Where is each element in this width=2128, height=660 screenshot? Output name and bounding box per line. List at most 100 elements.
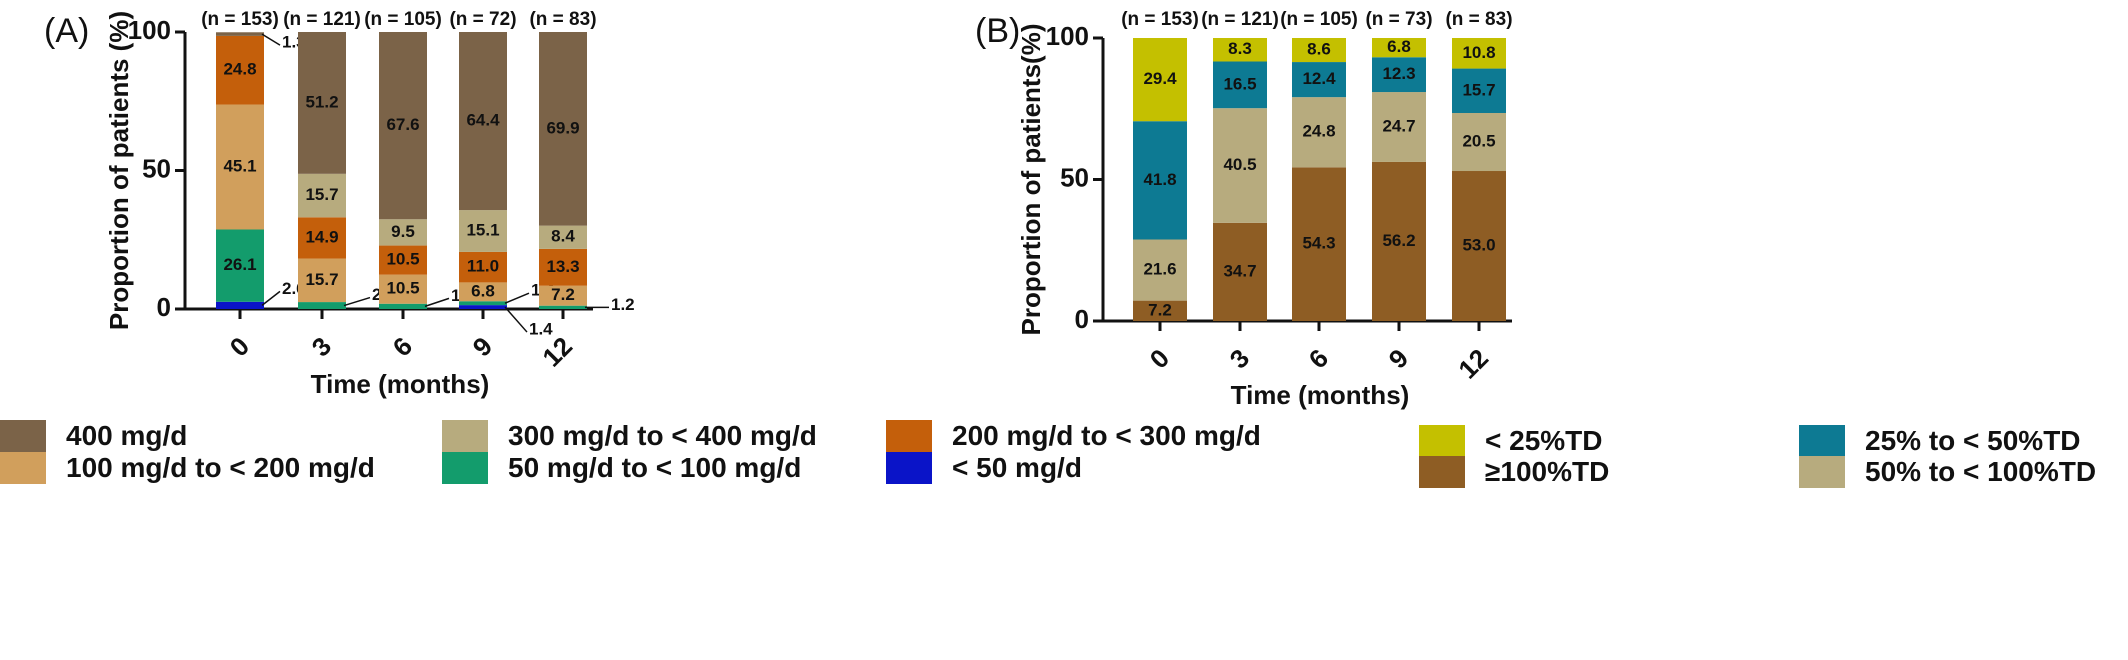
panel-b-bar-50-to-100-td-0 <box>1133 239 1187 301</box>
legend-swatch <box>0 420 46 452</box>
panel-a-bar-400-mg-d-9 <box>459 32 507 211</box>
panel-b-data-label: 8.6 <box>1307 39 1331 58</box>
legend-swatch <box>1799 425 1845 457</box>
panel-b-bar-25-td-6 <box>1292 38 1346 63</box>
panel-b-bar-50-to-100-td-3 <box>1213 108 1267 223</box>
panel-a-bar-400-mg-d-12 <box>539 32 587 226</box>
panel-a-x-tick-label: 6 <box>387 331 418 362</box>
panel-a-bar-200-mg-d-to-300-mg-d-3 <box>298 217 346 259</box>
panel-b-data-label: 56.2 <box>1382 231 1415 250</box>
panel-a-n-label: (n = 105) <box>364 9 442 30</box>
panel-a-y-tick-label: 100 <box>128 15 171 45</box>
panel-b-bar-25-td-12 <box>1452 38 1506 69</box>
panel-a-data-label: 1.4 <box>529 320 553 339</box>
panel-a-bar-200-mg-d-to-300-mg-d-9 <box>459 251 507 283</box>
panel-b-data-label: 20.5 <box>1462 131 1495 150</box>
panel-b-bar-25-td-3 <box>1213 38 1267 62</box>
panel-b-data-label: 29.4 <box>1143 69 1177 88</box>
panel-b-data-label: 8.3 <box>1228 39 1252 58</box>
panel-b-x-axis-label: Time (months) <box>1231 380 1410 410</box>
panel-a-bar-50-mg-d-to-100-mg-d-12 <box>539 305 587 309</box>
panel-b-n-label: (n = 105) <box>1280 9 1358 30</box>
panel-b-y-axis-label: Proportion of patients(%) <box>1016 24 1046 336</box>
legend-swatch <box>1799 456 1845 488</box>
panel-a-n-label: (n = 72) <box>449 9 516 30</box>
panel-b-bar-25-to-50-td-9 <box>1372 57 1426 93</box>
panel-b-n-label: (n = 73) <box>1365 9 1432 30</box>
panel-a-bar-50-mg-d-to-100-mg-d-3 <box>298 302 346 309</box>
panel-a-data-label-leader <box>261 290 281 306</box>
panel-a-n-label: (n = 121) <box>283 9 361 30</box>
panel-a-x-axis-label: Time (months) <box>311 369 490 399</box>
panel-b-bar-25-td-9 <box>1372 38 1426 58</box>
panel-b-data-label: 40.5 <box>1223 155 1256 174</box>
panel-b-bar-25-td-0 <box>1133 38 1187 122</box>
legend-label: 50% to < 100%TD <box>1865 456 2097 487</box>
panel-b-data-label: 24.7 <box>1382 116 1415 135</box>
panel-a-data-label: 69.9 <box>546 118 579 137</box>
panel-b-data-label: 21.6 <box>1143 260 1176 279</box>
panel-b-bar-100-td-12 <box>1452 171 1506 321</box>
panel-a-data-label-leader <box>343 296 371 307</box>
panel-b-bar-100-td-3 <box>1213 222 1267 321</box>
panel-a-bar-100-mg-d-to-200-mg-d-9 <box>459 282 507 302</box>
legend-swatch <box>442 452 488 484</box>
panel-a-data-label: 15.7 <box>305 185 338 204</box>
legend-label: 50 mg/d to < 100 mg/d <box>508 452 802 483</box>
panel-a-bar-50-mg-d-to-100-mg-d-9 <box>459 301 507 306</box>
panel-a-bar-300-mg-d-to-400-mg-d-12 <box>539 225 587 249</box>
panel-a-data-label: 13.3 <box>546 257 579 276</box>
panel-b-bar-100-td-9 <box>1372 161 1426 321</box>
panel-b-n-label: (n = 121) <box>1201 9 1279 30</box>
panel-b-bar-100-td-6 <box>1292 167 1346 321</box>
panel-b-data-label: 7.2 <box>1148 300 1172 319</box>
panel-a-n-label: (n = 83) <box>529 9 596 30</box>
panel-a-data-label: 8.4 <box>551 227 575 246</box>
legend-item-100-td: ≥100%TD <box>1419 456 1609 488</box>
legend-label: 400 mg/d <box>66 420 188 451</box>
panel-b-data-label: 10.8 <box>1462 43 1495 62</box>
legend-item-50-to-100-td: 50% to < 100%TD <box>1799 456 2096 488</box>
panel-b-x-tick-label: 9 <box>1383 343 1414 374</box>
panel-a-bar-400-mg-d-6 <box>379 32 427 220</box>
legend-swatch <box>886 452 932 484</box>
legend-swatch <box>0 452 46 484</box>
panel-a-data-label: 9.5 <box>391 222 415 241</box>
panel-b-bar-25-to-50-td-0 <box>1133 121 1187 240</box>
panel-b-data-label: 12.4 <box>1302 69 1336 88</box>
panel-a-bar-400-mg-d-0 <box>216 32 264 36</box>
panel-a-bar-300-mg-d-to-400-mg-d-6 <box>379 219 427 246</box>
panel-a-data-label: 14.9 <box>305 227 338 246</box>
panel-b-x-tick-label: 0 <box>1144 343 1175 374</box>
panel-b-y-tick-label: 100 <box>1046 21 1089 51</box>
panel-a-data-label: 11.0 <box>467 257 499 276</box>
panel-b-data-label: 12.3 <box>1382 64 1415 83</box>
panel-b-data-label: 53.0 <box>1462 235 1495 254</box>
panel-a-bar-100-mg-d-to-200-mg-d-0 <box>216 104 264 230</box>
panel-a-data-label: 1.2 <box>611 295 635 314</box>
panel-a-data-label: 45.1 <box>223 157 256 176</box>
panel-a-data-label-leader <box>424 297 450 308</box>
legend-item-300-mg-d-to-400-mg-d: 300 mg/d to < 400 mg/d <box>442 420 817 452</box>
legend-swatch <box>1419 456 1465 488</box>
panel-a-label: (A) <box>44 12 89 50</box>
panel-b-bar-50-to-100-td-9 <box>1372 92 1426 162</box>
panel-b-y-tick-label: 50 <box>1060 162 1089 192</box>
legend-label: < 25%TD <box>1485 425 1603 456</box>
panel-b-data-label: 54.3 <box>1302 234 1335 253</box>
panel-a-bar-50-mg-d-to-100-mg-d-6 <box>379 303 427 309</box>
panel-a-data-label-leader <box>261 33 281 46</box>
panel-a-x-tick-label: 0 <box>224 331 255 362</box>
panel-a-bar-50-mg-d-0 <box>216 301 264 309</box>
panel-b-bar-100-td-0 <box>1133 300 1187 321</box>
panel-a-bar-200-mg-d-to-300-mg-d-12 <box>539 248 587 286</box>
panel-a-bar-100-mg-d-to-200-mg-d-6 <box>379 274 427 304</box>
panel-a-bar-100-mg-d-to-200-mg-d-3 <box>298 258 346 303</box>
legend-item-50-mg-d: < 50 mg/d <box>886 452 1082 484</box>
panel-a-bar-100-mg-d-to-200-mg-d-12 <box>539 285 587 306</box>
legend-label: 25% to < 50%TD <box>1865 425 2081 456</box>
panel-a-bar-50-mg-d-9 <box>459 305 507 309</box>
legend-item-25-to-50-td: 25% to < 50%TD <box>1799 425 2081 457</box>
